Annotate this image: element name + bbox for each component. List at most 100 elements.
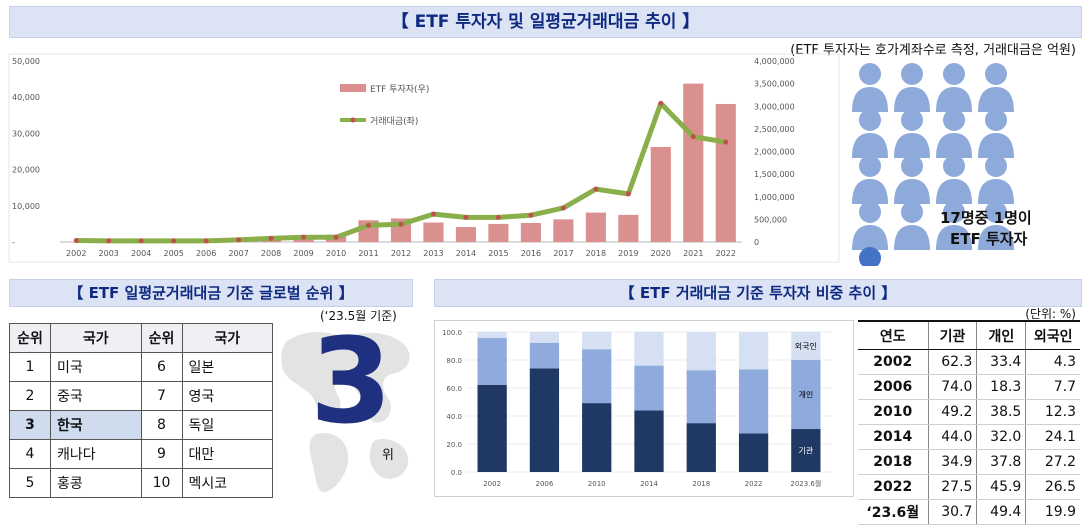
combo-line-point — [399, 222, 404, 227]
stack-bar-indiv — [634, 366, 663, 411]
share-value-cell: 7.7 — [1026, 375, 1080, 400]
ranking-header-cell: 국가 — [182, 324, 273, 353]
top-banner: 【 ETF 투자자 및 일평균거래대금 추이 】 — [9, 6, 1082, 38]
combo-line-point — [431, 212, 436, 217]
stack-y-tick: 40.0 — [446, 413, 462, 421]
stack-y-tick: 20.0 — [446, 441, 462, 449]
stack-x-tick: 2002 — [483, 480, 501, 488]
legend-line-label: 거래대금(좌) — [370, 116, 418, 127]
rank-cell: 8 — [141, 411, 182, 440]
stack-bar-foreign — [582, 332, 611, 349]
share-header-row: 연도 기관 개인 외국인 — [858, 321, 1080, 350]
stack-x-tick: 2014 — [640, 480, 658, 488]
combo-line-point — [236, 237, 241, 242]
country-cell: 영국 — [182, 382, 273, 411]
share-year-cell: 2010 — [858, 400, 928, 425]
combo-x-tick: 2006 — [196, 249, 216, 258]
combo-x-tick: 2011 — [358, 249, 378, 258]
share-value-cell: 19.9 — [1026, 500, 1080, 525]
stack-bar-indiv — [530, 343, 559, 369]
share-value-cell: 44.0 — [928, 425, 977, 450]
share-value-cell: 30.7 — [928, 500, 977, 525]
stack-bar-inst — [530, 368, 559, 472]
ranking-row: 1 미국 6 일본 — [10, 353, 273, 382]
stack-bar-foreign — [530, 332, 559, 343]
share-year-cell: 2006 — [858, 375, 928, 400]
person-body — [978, 133, 1014, 158]
person-icon — [936, 63, 972, 112]
combo-x-tick: 2018 — [586, 249, 606, 258]
combo-left-tick: 20,000 — [12, 166, 40, 175]
person-body — [936, 87, 972, 112]
person-icon — [894, 63, 930, 112]
stack-bar-inst — [478, 385, 507, 472]
combo-x-tick: 2003 — [99, 249, 119, 258]
combo-bar — [618, 215, 638, 242]
people-caption-2: ETF 투자자 — [950, 228, 1027, 249]
combo-bar — [521, 223, 541, 242]
person-icon — [852, 201, 888, 250]
ranking-row-highlighted: 3 한국 8 독일 — [10, 411, 273, 440]
share-value-cell: 45.9 — [977, 475, 1026, 500]
combo-left-tick: 30,000 — [12, 129, 40, 138]
person-body — [852, 225, 888, 250]
country-cell: 중국 — [51, 382, 142, 411]
combo-bar — [683, 84, 703, 242]
rank-cell: 7 — [141, 382, 182, 411]
ranking-header-cell: 순위 — [10, 324, 51, 353]
combo-bar — [651, 147, 671, 242]
rank-cell: 9 — [141, 440, 182, 469]
person-head — [859, 201, 881, 223]
rank-cell: 5 — [10, 469, 51, 498]
stack-bar-inst — [687, 423, 716, 472]
combo-x-tick: 2002 — [66, 249, 86, 258]
big-rank-suffix: 위 — [382, 444, 394, 463]
person-body — [894, 87, 930, 112]
rank-cell: 10 — [141, 469, 182, 498]
combo-x-tick: 2021 — [683, 249, 703, 258]
combo-line-point — [269, 236, 274, 241]
person-body — [894, 179, 930, 204]
share-value-cell: 37.8 — [977, 450, 1026, 475]
combo-right-tick: 2,500,000 — [754, 125, 795, 134]
country-cell: 홍콩 — [51, 469, 142, 498]
combo-line-point — [723, 140, 728, 145]
combo-right-tick: 3,000,000 — [754, 102, 795, 111]
stack-y-tick: 100.0 — [442, 329, 462, 337]
person-head — [859, 155, 881, 177]
share-banner: 【 ETF 거래대금 기준 투자자 비중 추이 】 — [434, 279, 1082, 307]
stack-y-tick: 60.0 — [446, 385, 462, 393]
combo-x-tick: 2016 — [521, 249, 541, 258]
combo-right-tick: 2,000,000 — [754, 148, 795, 157]
share-value-cell: 27.5 — [928, 475, 977, 500]
person-icon — [978, 155, 1014, 204]
combo-bar — [488, 224, 508, 242]
combo-line-point — [74, 238, 79, 243]
share-value-cell: 49.4 — [977, 500, 1026, 525]
person-body — [936, 133, 972, 158]
ranking-row: 2 중국 7 영국 — [10, 382, 273, 411]
combo-left-tick: 40,000 — [12, 93, 40, 102]
combo-line-point — [139, 238, 144, 243]
person-body — [852, 133, 888, 158]
stack-bar-foreign — [739, 332, 768, 369]
legend-line-marker — [351, 118, 356, 123]
stack-bar-foreign — [634, 332, 663, 366]
person-body — [978, 87, 1014, 112]
share-header-cell: 연도 — [858, 321, 928, 350]
country-cell: 일본 — [182, 353, 273, 382]
stack-label-foreign: 외국인 — [795, 341, 817, 351]
share-value-cell: 38.5 — [977, 400, 1026, 425]
stack-bar-indiv — [582, 349, 611, 403]
person-icon — [852, 109, 888, 158]
combo-bar — [553, 219, 573, 242]
share-value-cell: 33.4 — [977, 350, 1026, 375]
rank-cell: 2 — [10, 382, 51, 411]
stack-y-tick: 80.0 — [446, 357, 462, 365]
person-head — [943, 109, 965, 131]
ranking-title: 【 ETF 일평균거래대금 기준 글로벌 순위 】 — [68, 284, 353, 302]
top-title: 【 ETF 투자자 및 일평균거래대금 추이 】 — [392, 12, 700, 32]
combo-left-tick: - — [12, 238, 15, 247]
